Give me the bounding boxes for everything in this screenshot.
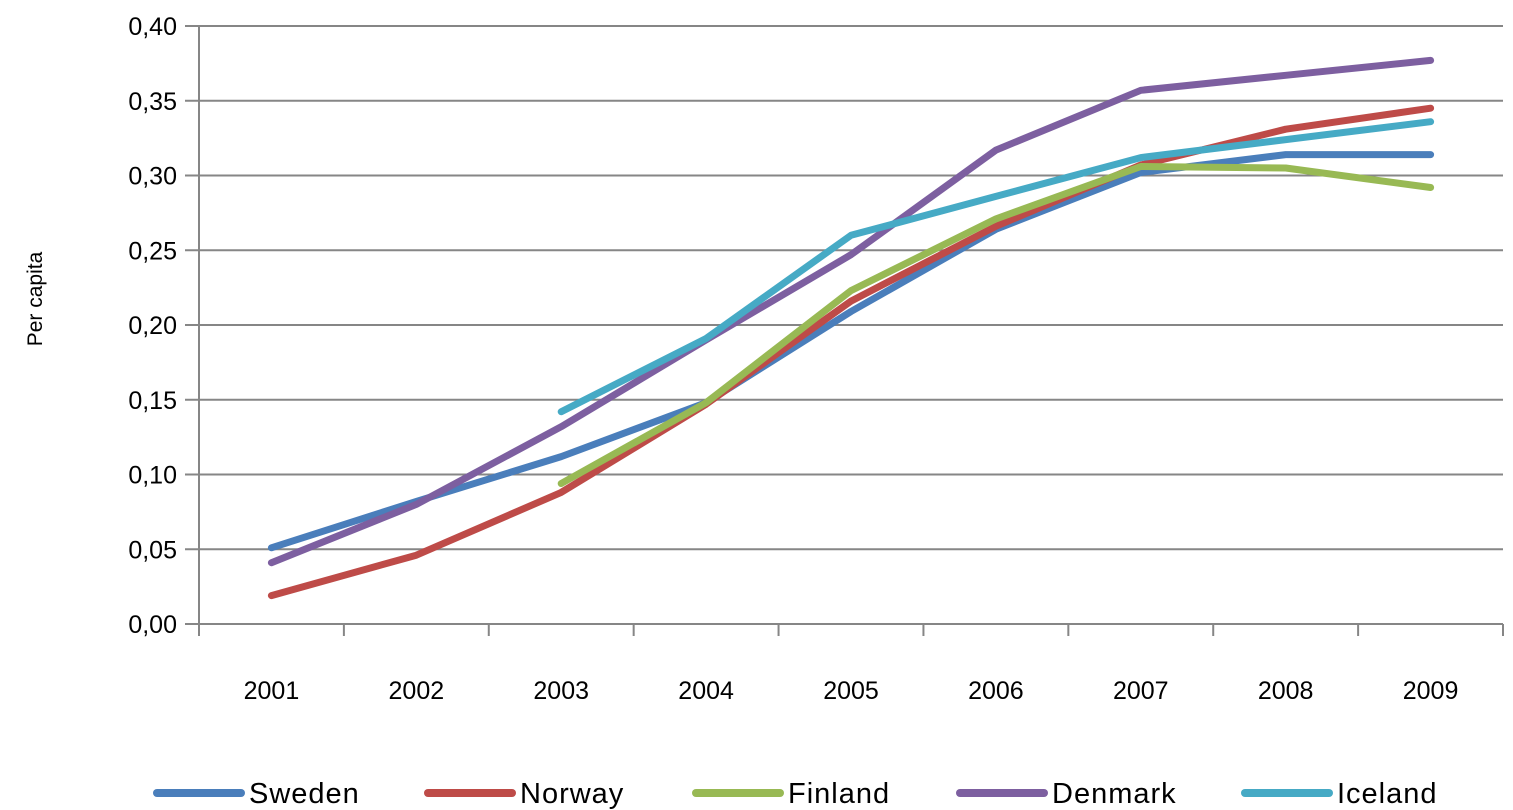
legend-label-iceland: Iceland <box>1337 778 1438 810</box>
x-tick-label: 2003 <box>533 677 589 705</box>
legend-label-norway: Norway <box>520 778 624 810</box>
x-tick-label: 2002 <box>389 677 445 705</box>
x-tick-label: 2006 <box>968 677 1024 705</box>
y-tick-label: 0,40 <box>128 13 177 41</box>
y-tick-labels: 0,00 0,05 0,10 0,15 0,20 0,25 0,30 0,35 0,40 <box>128 13 177 639</box>
y-tick-label: 0,00 <box>128 611 177 639</box>
y-tick-label: 0,35 <box>128 88 177 116</box>
x-tick-label: 2009 <box>1403 677 1459 705</box>
y-tick-label: 0,30 <box>128 163 177 191</box>
legend: Sweden Norway Finland Denmark Iceland <box>153 778 1438 810</box>
series-line-finland <box>557 163 1435 487</box>
x-tick-labels: 2001 2002 2003 2004 2005 2006 2007 2008 2009 <box>244 677 1459 705</box>
y-tick-label: 0,10 <box>128 462 177 490</box>
series-lines <box>267 56 1435 600</box>
y-tick-label: 0,25 <box>128 237 177 265</box>
x-tick-label: 2005 <box>823 677 879 705</box>
x-tick-label: 2001 <box>244 677 300 705</box>
y-tick-label: 0,15 <box>128 387 177 415</box>
x-tick-label: 2007 <box>1113 677 1169 705</box>
gridlines <box>199 25 1503 551</box>
series-line-denmark <box>267 56 1435 567</box>
y-axis-label: Per capita <box>24 251 47 346</box>
series-line-norway <box>267 104 1435 600</box>
y-tick-label: 0,05 <box>128 536 177 564</box>
legend-label-sweden: Sweden <box>249 778 360 810</box>
y-tick-label: 0,20 <box>128 312 177 340</box>
axes <box>185 25 1504 636</box>
x-tick-label: 2008 <box>1258 677 1314 705</box>
legend-label-finland: Finland <box>788 778 890 810</box>
legend-label-denmark: Denmark <box>1052 778 1177 810</box>
x-tick-label: 2004 <box>678 677 734 705</box>
series-line-iceland <box>557 118 1435 416</box>
series-line-sweden <box>267 151 1435 552</box>
